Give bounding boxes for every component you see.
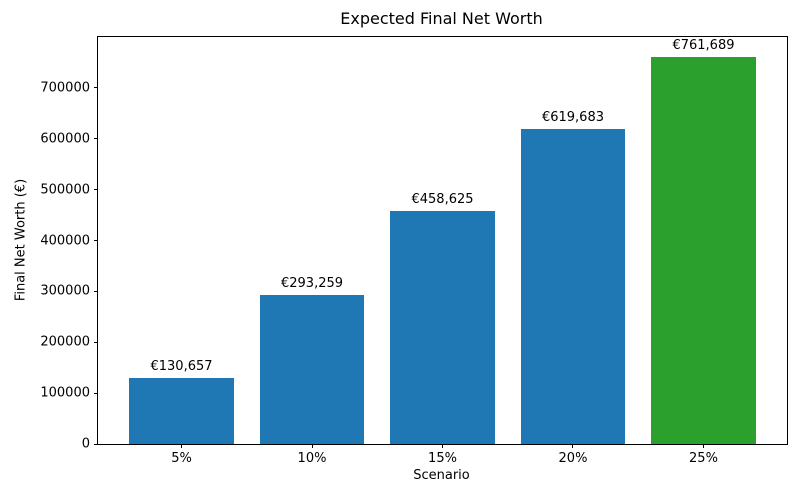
- bar: [651, 56, 756, 444]
- x-tick: [702, 444, 704, 448]
- y-tick-label: 600000: [40, 131, 90, 147]
- x-axis-label: Scenario: [413, 468, 470, 483]
- y-tick: [94, 443, 98, 445]
- bar-value-label: €293,259: [280, 275, 344, 291]
- plot-area: 0 100000 200000 300000 400000 500000 600000 700…: [40, 36, 788, 466]
- y-tick-label: 400000: [40, 233, 90, 248]
- bar-value-label: €130,657: [150, 358, 213, 374]
- bar-value-label: €619,683: [541, 109, 604, 125]
- x-tick-label: 25%: [689, 451, 718, 466]
- x-tick-label: 20%: [558, 451, 588, 466]
- chart-title: Expected Final Net Worth: [340, 9, 543, 28]
- x-tick: [311, 444, 313, 448]
- x-tick-label: 15%: [428, 451, 457, 466]
- y-tick-label: 700000: [40, 80, 90, 96]
- bar: [129, 377, 234, 444]
- y-tick: [94, 189, 98, 191]
- bar-value-label: €458,625: [411, 191, 474, 207]
- y-tick-label: 300000: [40, 283, 90, 299]
- y-tick: [94, 240, 98, 241]
- y-tick-label: 0: [81, 436, 90, 452]
- y-tick-label: 100000: [40, 385, 90, 401]
- x-tick: [181, 444, 182, 448]
- x-tick-label: 10%: [297, 451, 327, 466]
- x-tick: [572, 444, 574, 448]
- bar: [520, 128, 626, 444]
- bar: [390, 210, 495, 444]
- y-tick: [94, 392, 98, 394]
- y-tick-label: 200000: [40, 334, 90, 350]
- bar-value-label: €761,689: [672, 37, 735, 53]
- y-axis-label: Final Net Worth (€): [13, 178, 29, 302]
- y-tick-label: 500000: [40, 182, 90, 198]
- y-tick: [94, 87, 98, 89]
- y-tick: [94, 341, 98, 343]
- bar: [259, 294, 365, 444]
- x-tick-label: 5%: [171, 451, 192, 466]
- y-tick: [94, 138, 98, 140]
- y-tick: [94, 290, 98, 292]
- x-tick: [442, 444, 443, 448]
